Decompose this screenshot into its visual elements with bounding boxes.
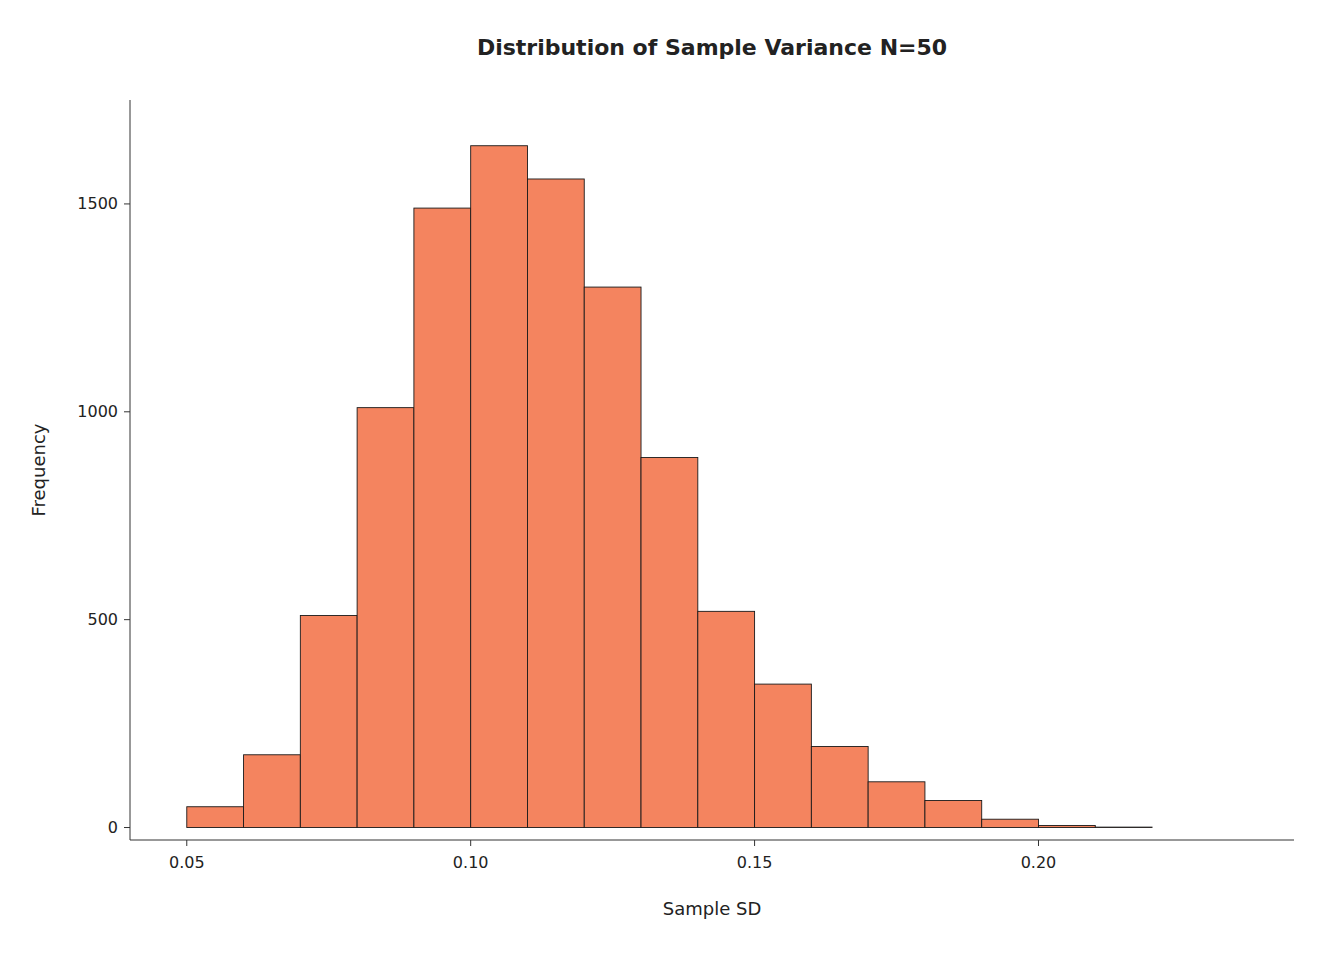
x-axis-line	[130, 840, 1294, 841]
x-tick-label: 0.05	[169, 853, 205, 872]
x-tick	[470, 840, 471, 846]
bar	[471, 146, 528, 828]
bar	[584, 287, 641, 827]
bar	[868, 782, 925, 828]
bar	[1095, 827, 1152, 828]
bar	[811, 746, 868, 827]
x-tick-label: 0.15	[737, 853, 773, 872]
y-tick	[124, 411, 130, 412]
bar	[357, 408, 414, 828]
y-axis-label: Frequency	[28, 423, 49, 516]
bar	[755, 684, 812, 827]
bar	[1038, 825, 1095, 827]
bar	[527, 179, 584, 828]
bar	[187, 807, 244, 828]
bar	[1152, 827, 1209, 828]
bar	[641, 458, 698, 828]
y-axis-line	[130, 100, 131, 840]
x-tick	[754, 840, 755, 846]
y-tick-label: 1500	[77, 194, 118, 213]
y-tick	[124, 203, 130, 204]
x-tick-label: 0.10	[453, 853, 489, 872]
x-tick	[186, 840, 187, 846]
axes: 0.05 0.10 0.15 0.20 0 500 1000 1500	[77, 100, 1294, 872]
bars	[187, 146, 1152, 828]
bar	[300, 616, 357, 828]
x-tick	[1038, 840, 1039, 846]
y-tick	[124, 619, 130, 620]
x-axis-label: Sample SD	[663, 898, 762, 919]
bar	[982, 819, 1039, 827]
y-tick	[124, 827, 130, 828]
bar	[925, 801, 982, 828]
y-tick-label: 500	[87, 610, 118, 629]
bar	[698, 611, 755, 827]
y-tick-label: 0	[108, 818, 118, 837]
title: Distribution of Sample Variance N=50	[477, 35, 947, 60]
y-tick-label: 1000	[77, 402, 118, 421]
chart: 0.05 0.10 0.15 0.20 0 500 1000 1500 Sample SD Fre…	[0, 0, 1344, 960]
x-tick-label: 0.20	[1021, 853, 1057, 872]
bar	[414, 208, 471, 827]
bar	[244, 755, 301, 828]
